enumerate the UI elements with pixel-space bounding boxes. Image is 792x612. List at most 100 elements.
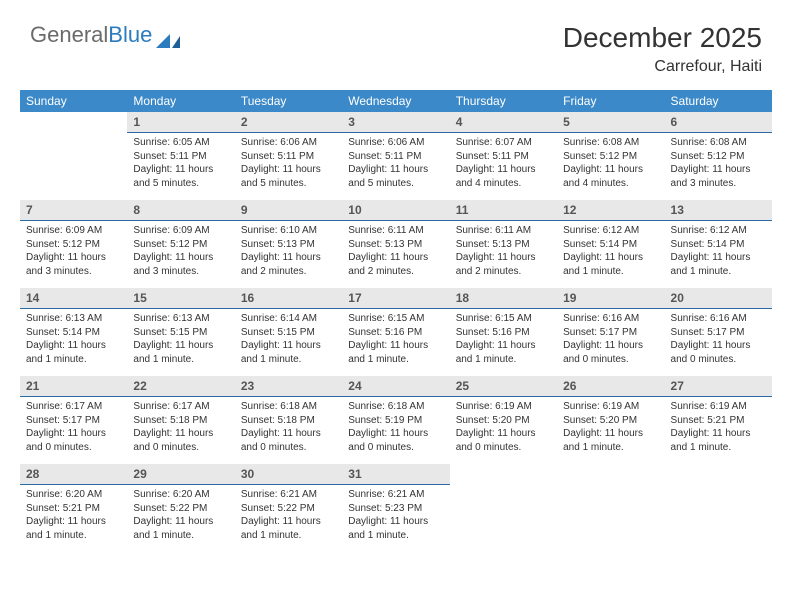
day-number: 12	[557, 200, 664, 221]
day-number: 15	[127, 288, 234, 309]
calendar-day-cell: 20Sunrise: 6:16 AMSunset: 5:17 PMDayligh…	[665, 288, 772, 376]
day-details: Sunrise: 6:11 AMSunset: 5:13 PMDaylight:…	[450, 221, 557, 284]
calendar-day-cell: 12Sunrise: 6:12 AMSunset: 5:14 PMDayligh…	[557, 200, 664, 288]
calendar-day-cell: 28Sunrise: 6:20 AMSunset: 5:21 PMDayligh…	[20, 464, 127, 552]
day-details: Sunrise: 6:19 AMSunset: 5:20 PMDaylight:…	[450, 397, 557, 460]
day-details: Sunrise: 6:18 AMSunset: 5:18 PMDaylight:…	[235, 397, 342, 460]
day-number: 16	[235, 288, 342, 309]
calendar-day-cell: 24Sunrise: 6:18 AMSunset: 5:19 PMDayligh…	[342, 376, 449, 464]
day-details: Sunrise: 6:15 AMSunset: 5:16 PMDaylight:…	[342, 309, 449, 372]
day-number: 22	[127, 376, 234, 397]
title-block: December 2025 Carrefour, Haiti	[563, 22, 762, 76]
day-number: 5	[557, 112, 664, 133]
day-details: Sunrise: 6:06 AMSunset: 5:11 PMDaylight:…	[342, 133, 449, 196]
day-number: 7	[20, 200, 127, 221]
day-number: 29	[127, 464, 234, 485]
weekday-header-row: Sunday Monday Tuesday Wednesday Thursday…	[20, 90, 772, 112]
weekday-header: Wednesday	[342, 90, 449, 112]
day-details: Sunrise: 6:20 AMSunset: 5:21 PMDaylight:…	[20, 485, 127, 548]
weekday-header: Thursday	[450, 90, 557, 112]
calendar-day-cell: 13Sunrise: 6:12 AMSunset: 5:14 PMDayligh…	[665, 200, 772, 288]
day-number: 28	[20, 464, 127, 485]
day-details: Sunrise: 6:11 AMSunset: 5:13 PMDaylight:…	[342, 221, 449, 284]
logo-text-blue: Blue	[108, 22, 152, 48]
calendar-week-row: 14Sunrise: 6:13 AMSunset: 5:14 PMDayligh…	[20, 288, 772, 376]
calendar-day-cell: 30Sunrise: 6:21 AMSunset: 5:22 PMDayligh…	[235, 464, 342, 552]
day-number: 25	[450, 376, 557, 397]
calendar-day-cell	[450, 464, 557, 552]
day-number: 8	[127, 200, 234, 221]
calendar-day-cell: 15Sunrise: 6:13 AMSunset: 5:15 PMDayligh…	[127, 288, 234, 376]
calendar-day-cell: 25Sunrise: 6:19 AMSunset: 5:20 PMDayligh…	[450, 376, 557, 464]
calendar-week-row: 21Sunrise: 6:17 AMSunset: 5:17 PMDayligh…	[20, 376, 772, 464]
day-details: Sunrise: 6:15 AMSunset: 5:16 PMDaylight:…	[450, 309, 557, 372]
calendar-day-cell: 8Sunrise: 6:09 AMSunset: 5:12 PMDaylight…	[127, 200, 234, 288]
day-number: 9	[235, 200, 342, 221]
day-number: 6	[665, 112, 772, 133]
calendar-day-cell	[665, 464, 772, 552]
day-details: Sunrise: 6:08 AMSunset: 5:12 PMDaylight:…	[665, 133, 772, 196]
weekday-header: Friday	[557, 90, 664, 112]
calendar-day-cell	[557, 464, 664, 552]
calendar-day-cell	[20, 112, 127, 200]
weekday-header: Saturday	[665, 90, 772, 112]
day-number: 24	[342, 376, 449, 397]
calendar-day-cell: 19Sunrise: 6:16 AMSunset: 5:17 PMDayligh…	[557, 288, 664, 376]
day-number: 20	[665, 288, 772, 309]
day-number: 14	[20, 288, 127, 309]
day-details: Sunrise: 6:19 AMSunset: 5:21 PMDaylight:…	[665, 397, 772, 460]
day-number: 31	[342, 464, 449, 485]
calendar-day-cell: 17Sunrise: 6:15 AMSunset: 5:16 PMDayligh…	[342, 288, 449, 376]
day-details: Sunrise: 6:20 AMSunset: 5:22 PMDaylight:…	[127, 485, 234, 548]
day-number: 2	[235, 112, 342, 133]
location: Carrefour, Haiti	[563, 58, 762, 76]
calendar-day-cell: 7Sunrise: 6:09 AMSunset: 5:12 PMDaylight…	[20, 200, 127, 288]
day-details: Sunrise: 6:08 AMSunset: 5:12 PMDaylight:…	[557, 133, 664, 196]
day-number: 11	[450, 200, 557, 221]
weekday-header: Monday	[127, 90, 234, 112]
calendar-day-cell: 18Sunrise: 6:15 AMSunset: 5:16 PMDayligh…	[450, 288, 557, 376]
day-number: 19	[557, 288, 664, 309]
day-details: Sunrise: 6:12 AMSunset: 5:14 PMDaylight:…	[557, 221, 664, 284]
day-number: 23	[235, 376, 342, 397]
calendar-week-row: 28Sunrise: 6:20 AMSunset: 5:21 PMDayligh…	[20, 464, 772, 552]
day-details: Sunrise: 6:13 AMSunset: 5:14 PMDaylight:…	[20, 309, 127, 372]
logo-sail-icon	[156, 28, 180, 42]
calendar-day-cell: 3Sunrise: 6:06 AMSunset: 5:11 PMDaylight…	[342, 112, 449, 200]
day-details: Sunrise: 6:17 AMSunset: 5:17 PMDaylight:…	[20, 397, 127, 460]
day-number: 18	[450, 288, 557, 309]
day-details: Sunrise: 6:21 AMSunset: 5:22 PMDaylight:…	[235, 485, 342, 548]
day-details: Sunrise: 6:17 AMSunset: 5:18 PMDaylight:…	[127, 397, 234, 460]
day-details: Sunrise: 6:19 AMSunset: 5:20 PMDaylight:…	[557, 397, 664, 460]
calendar-day-cell: 4Sunrise: 6:07 AMSunset: 5:11 PMDaylight…	[450, 112, 557, 200]
calendar-day-cell: 11Sunrise: 6:11 AMSunset: 5:13 PMDayligh…	[450, 200, 557, 288]
calendar-day-cell: 31Sunrise: 6:21 AMSunset: 5:23 PMDayligh…	[342, 464, 449, 552]
calendar-day-cell: 23Sunrise: 6:18 AMSunset: 5:18 PMDayligh…	[235, 376, 342, 464]
day-number: 13	[665, 200, 772, 221]
page-header: GeneralBlue December 2025 Carrefour, Hai…	[0, 0, 792, 84]
calendar-day-cell: 29Sunrise: 6:20 AMSunset: 5:22 PMDayligh…	[127, 464, 234, 552]
day-details: Sunrise: 6:09 AMSunset: 5:12 PMDaylight:…	[127, 221, 234, 284]
day-number: 3	[342, 112, 449, 133]
calendar-day-cell: 2Sunrise: 6:06 AMSunset: 5:11 PMDaylight…	[235, 112, 342, 200]
day-details: Sunrise: 6:18 AMSunset: 5:19 PMDaylight:…	[342, 397, 449, 460]
day-details: Sunrise: 6:10 AMSunset: 5:13 PMDaylight:…	[235, 221, 342, 284]
day-number: 1	[127, 112, 234, 133]
calendar-day-cell: 22Sunrise: 6:17 AMSunset: 5:18 PMDayligh…	[127, 376, 234, 464]
day-details: Sunrise: 6:14 AMSunset: 5:15 PMDaylight:…	[235, 309, 342, 372]
calendar-day-cell: 21Sunrise: 6:17 AMSunset: 5:17 PMDayligh…	[20, 376, 127, 464]
calendar-day-cell: 10Sunrise: 6:11 AMSunset: 5:13 PMDayligh…	[342, 200, 449, 288]
day-details: Sunrise: 6:05 AMSunset: 5:11 PMDaylight:…	[127, 133, 234, 196]
weekday-header: Tuesday	[235, 90, 342, 112]
logo: GeneralBlue	[30, 22, 180, 48]
calendar-day-cell: 16Sunrise: 6:14 AMSunset: 5:15 PMDayligh…	[235, 288, 342, 376]
day-number: 4	[450, 112, 557, 133]
calendar-day-cell: 9Sunrise: 6:10 AMSunset: 5:13 PMDaylight…	[235, 200, 342, 288]
day-number: 30	[235, 464, 342, 485]
day-details: Sunrise: 6:21 AMSunset: 5:23 PMDaylight:…	[342, 485, 449, 548]
logo-text-gray: General	[30, 22, 108, 48]
day-number: 27	[665, 376, 772, 397]
calendar-week-row: 1Sunrise: 6:05 AMSunset: 5:11 PMDaylight…	[20, 112, 772, 200]
day-details: Sunrise: 6:06 AMSunset: 5:11 PMDaylight:…	[235, 133, 342, 196]
calendar-day-cell: 6Sunrise: 6:08 AMSunset: 5:12 PMDaylight…	[665, 112, 772, 200]
